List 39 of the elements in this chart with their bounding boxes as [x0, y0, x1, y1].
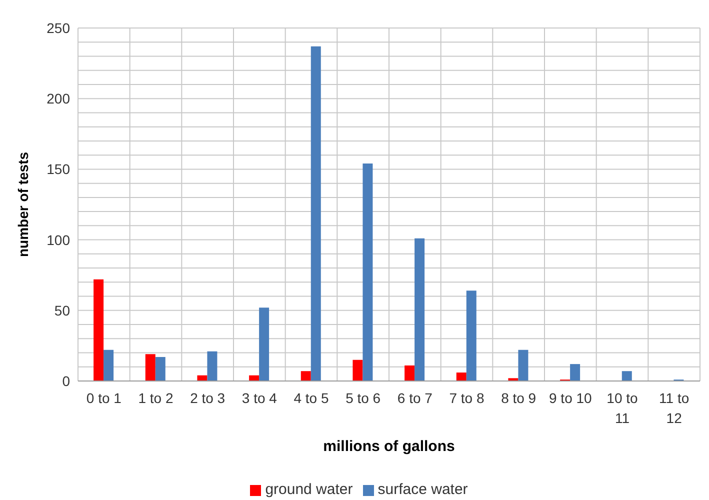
y-axis-title: number of tests [14, 152, 31, 258]
bar [155, 356, 166, 381]
bar [362, 164, 373, 381]
x-tick-label: 10 to 11 [606, 390, 638, 426]
x-tick-label: 4 to 5 [294, 390, 329, 406]
y-tick-label: 200 [46, 90, 70, 107]
legend-label: ground water [265, 481, 353, 498]
x-axis-title: millions of gallons [323, 438, 455, 455]
x-tick-label: 11 to 12 [659, 390, 690, 426]
bar [352, 360, 363, 381]
bar [414, 238, 425, 381]
y-tick-label: 150 [46, 161, 70, 178]
bar [300, 371, 311, 381]
bar [94, 279, 104, 381]
x-tick-label: 5 to 6 [346, 390, 381, 406]
x-tick-label: 1 to 2 [138, 390, 174, 406]
bar [570, 364, 580, 381]
y-tick-label: 250 [46, 20, 70, 36]
bar [145, 354, 156, 381]
y-tick-label: 100 [46, 232, 70, 248]
x-tick-label: 8 to 9 [501, 390, 536, 406]
bar [456, 372, 466, 381]
bar [104, 350, 114, 381]
x-tick-label: 0 to 1 [86, 390, 122, 406]
x-tick-label: 7 to 8 [449, 390, 484, 406]
bar [310, 46, 321, 381]
y-tick-label: 0 [62, 373, 70, 389]
bar [404, 365, 415, 381]
bar [518, 350, 528, 381]
bar [622, 371, 632, 381]
x-tick-label: 3 to 4 [242, 390, 278, 406]
y-tick-label: 50 [54, 302, 70, 318]
bar [207, 351, 218, 381]
x-tick-label: 9 to 10 [549, 390, 592, 406]
bar [259, 308, 270, 381]
bar [466, 290, 476, 381]
x-tick-label: 2 to 3 [190, 390, 226, 406]
x-tick-label: 6 to 7 [397, 390, 433, 406]
legend-label: surface water [378, 481, 468, 498]
